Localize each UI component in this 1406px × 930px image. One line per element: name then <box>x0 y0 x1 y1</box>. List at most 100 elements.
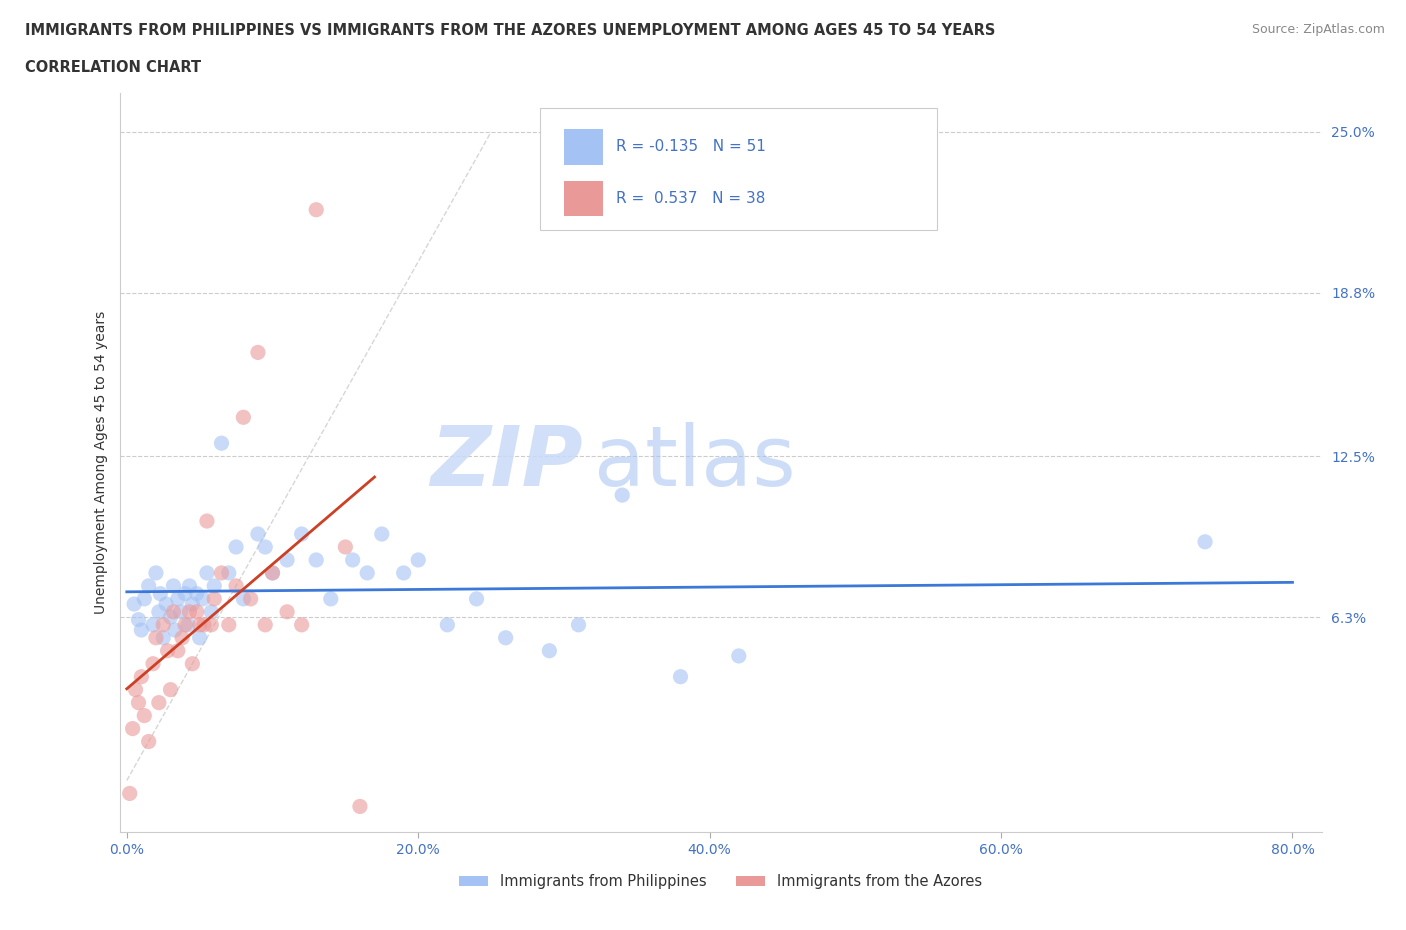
Point <box>727 648 749 663</box>
Point <box>181 657 204 671</box>
Point <box>127 696 149 711</box>
Point <box>162 578 184 593</box>
Point <box>145 631 167 645</box>
Point <box>152 618 174 632</box>
Point <box>179 604 201 619</box>
Point <box>335 539 357 554</box>
Point <box>148 696 170 711</box>
Point <box>225 578 247 593</box>
Point <box>186 604 208 619</box>
Point <box>392 565 415 580</box>
Point <box>254 539 277 554</box>
Point <box>134 591 156 606</box>
Point <box>218 565 240 580</box>
Y-axis label: Unemployment Among Ages 45 to 54 years: Unemployment Among Ages 45 to 54 years <box>94 311 108 615</box>
Point <box>356 565 378 580</box>
Point <box>406 552 429 567</box>
Point <box>172 631 194 645</box>
Point <box>152 631 174 645</box>
Point <box>159 609 181 624</box>
Point <box>218 618 240 632</box>
Text: R = -0.135   N = 51: R = -0.135 N = 51 <box>616 140 766 154</box>
Point <box>246 345 269 360</box>
Point <box>291 618 314 632</box>
Point <box>319 591 342 606</box>
Point <box>127 612 149 627</box>
Point <box>232 591 254 606</box>
Point <box>188 618 211 632</box>
Point <box>239 591 262 606</box>
Point <box>138 578 160 593</box>
Point <box>131 670 153 684</box>
Point <box>170 604 193 619</box>
Point <box>163 622 186 637</box>
Point <box>118 786 141 801</box>
Point <box>349 799 371 814</box>
Point <box>121 721 143 736</box>
Point <box>291 526 314 541</box>
Text: atlas: atlas <box>595 422 796 503</box>
Point <box>122 597 145 612</box>
Point <box>134 708 156 723</box>
Point <box>538 644 561 658</box>
Point <box>166 591 188 606</box>
Text: R =  0.537   N = 38: R = 0.537 N = 38 <box>616 192 765 206</box>
Point <box>142 657 165 671</box>
Point <box>162 604 184 619</box>
Point <box>149 586 172 601</box>
Point <box>186 586 208 601</box>
Point <box>156 644 179 658</box>
Point <box>195 565 218 580</box>
Point <box>166 644 188 658</box>
Point <box>188 631 211 645</box>
FancyBboxPatch shape <box>564 181 603 217</box>
Point <box>465 591 488 606</box>
Point <box>159 683 181 698</box>
Point <box>145 565 167 580</box>
Point <box>276 604 298 619</box>
Point <box>254 618 277 632</box>
Point <box>174 586 197 601</box>
Point <box>177 618 200 632</box>
Point <box>202 578 225 593</box>
Point <box>124 683 146 698</box>
Point <box>371 526 394 541</box>
Point <box>1194 535 1216 550</box>
Point <box>246 526 269 541</box>
Point <box>174 618 197 632</box>
Point <box>225 539 247 554</box>
Text: Source: ZipAtlas.com: Source: ZipAtlas.com <box>1251 23 1385 36</box>
Point <box>262 565 284 580</box>
Text: CORRELATION CHART: CORRELATION CHART <box>25 60 201 75</box>
Point <box>262 565 284 580</box>
Point <box>211 565 233 580</box>
Text: IMMIGRANTS FROM PHILIPPINES VS IMMIGRANTS FROM THE AZORES UNEMPLOYMENT AMONG AGE: IMMIGRANTS FROM PHILIPPINES VS IMMIGRANT… <box>25 23 995 38</box>
Point <box>131 622 153 637</box>
Point <box>495 631 517 645</box>
Point <box>276 552 298 567</box>
Point <box>669 670 692 684</box>
Point <box>200 618 222 632</box>
FancyBboxPatch shape <box>540 108 936 230</box>
Text: ZIP: ZIP <box>430 422 582 503</box>
Legend: Immigrants from Philippines, Immigrants from the Azores: Immigrants from Philippines, Immigrants … <box>454 869 987 896</box>
Point <box>155 597 177 612</box>
Point <box>232 410 254 425</box>
Point <box>193 618 215 632</box>
Point <box>138 734 160 749</box>
Point <box>342 552 364 567</box>
Point <box>148 604 170 619</box>
Point <box>436 618 458 632</box>
Point <box>179 578 201 593</box>
Point <box>211 436 233 451</box>
Point <box>305 203 328 218</box>
Point <box>612 487 634 502</box>
Point <box>202 591 225 606</box>
Point <box>305 552 328 567</box>
Point <box>200 604 222 619</box>
Point <box>195 513 218 528</box>
FancyBboxPatch shape <box>564 129 603 165</box>
Point <box>191 591 214 606</box>
Point <box>567 618 589 632</box>
Point <box>181 597 204 612</box>
